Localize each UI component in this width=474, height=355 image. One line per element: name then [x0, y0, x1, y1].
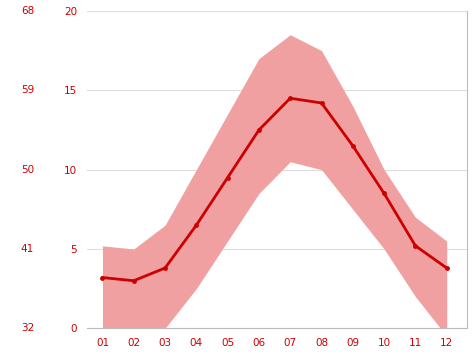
- Text: 68: 68: [21, 6, 34, 16]
- Text: 32: 32: [21, 323, 34, 333]
- Text: 41: 41: [21, 244, 34, 254]
- Text: 50: 50: [21, 165, 34, 175]
- Text: 59: 59: [21, 85, 34, 95]
